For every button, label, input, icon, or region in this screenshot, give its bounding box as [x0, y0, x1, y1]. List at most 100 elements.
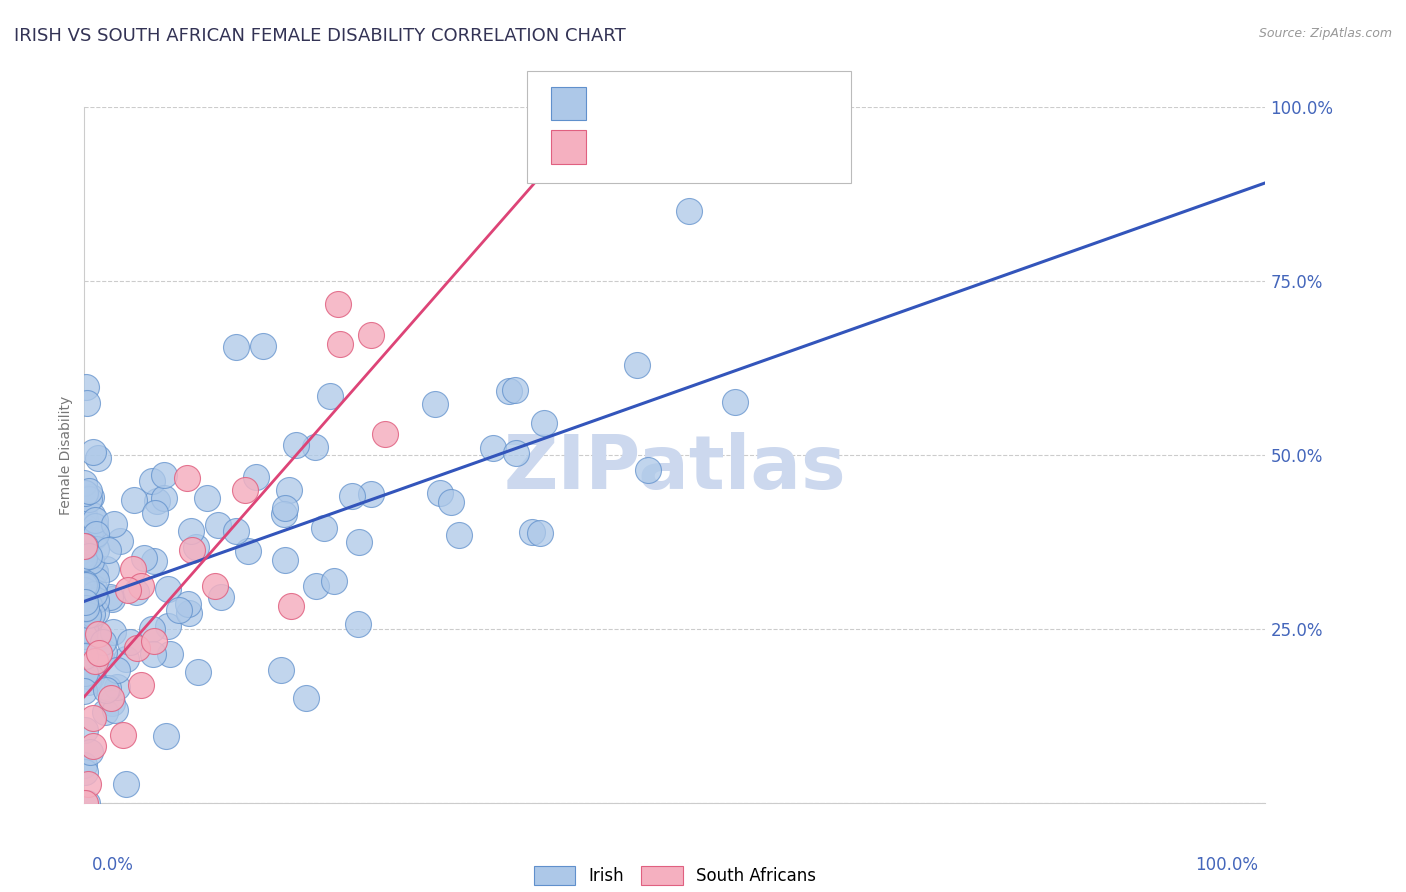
Point	[73, 476, 96, 491]
Point	[153, 467, 176, 482]
Point	[73, 629, 96, 643]
Point	[142, 647, 165, 661]
Point	[141, 474, 163, 488]
Point	[75, 796, 97, 810]
Text: ZIPatlas: ZIPatlas	[503, 433, 846, 506]
Point	[323, 574, 346, 588]
Point	[75, 632, 97, 647]
Point	[118, 635, 141, 649]
Point	[83, 587, 105, 601]
Point	[280, 599, 302, 613]
Text: 100.0%: 100.0%	[1195, 855, 1258, 873]
Point	[73, 602, 96, 616]
Point	[360, 487, 382, 501]
Point	[73, 530, 96, 544]
Point	[270, 663, 292, 677]
Point	[73, 758, 96, 772]
Point	[73, 578, 96, 592]
Point	[104, 703, 127, 717]
Point	[157, 582, 180, 597]
Point	[79, 745, 101, 759]
Point	[79, 599, 101, 613]
Point	[141, 622, 163, 636]
Point	[73, 539, 96, 553]
Point	[79, 612, 101, 626]
Point	[76, 608, 98, 623]
Point	[86, 631, 108, 645]
Point	[105, 663, 128, 677]
Point	[94, 705, 117, 719]
Point	[82, 445, 104, 459]
Point	[93, 645, 115, 659]
Point	[73, 485, 96, 500]
Point	[132, 551, 155, 566]
Point	[76, 796, 98, 810]
Point	[181, 542, 204, 557]
Point	[284, 438, 307, 452]
Text: Source: ZipAtlas.com: Source: ZipAtlas.com	[1258, 27, 1392, 40]
Point	[73, 559, 96, 574]
Text: 0.895: 0.895	[626, 138, 678, 156]
Point	[77, 613, 100, 627]
Point	[79, 526, 101, 541]
Point	[125, 585, 148, 599]
Point	[73, 723, 96, 738]
Point	[557, 155, 579, 169]
Point	[89, 647, 111, 661]
Point	[83, 581, 105, 595]
Point	[83, 519, 105, 533]
Point	[75, 601, 97, 615]
Point	[75, 553, 97, 567]
Point	[94, 682, 117, 697]
Point	[86, 527, 108, 541]
Point	[121, 562, 143, 576]
Point	[274, 501, 297, 516]
Point	[80, 607, 103, 622]
Point	[114, 652, 136, 666]
Point	[83, 565, 105, 579]
Point	[83, 530, 105, 544]
Point	[101, 696, 124, 710]
Point	[98, 591, 121, 605]
Point	[179, 606, 201, 620]
Point	[73, 582, 96, 597]
Text: 0.0%: 0.0%	[91, 855, 134, 873]
Point	[73, 507, 96, 521]
Point	[204, 580, 226, 594]
Point	[101, 624, 124, 639]
Point	[225, 340, 247, 354]
Point	[180, 524, 202, 538]
Point	[482, 441, 505, 455]
Point	[75, 624, 97, 639]
Point	[245, 470, 267, 484]
Point	[82, 711, 104, 725]
Point	[347, 535, 370, 549]
Point	[84, 573, 107, 587]
Point	[252, 339, 274, 353]
Point	[209, 590, 232, 604]
Point	[304, 440, 326, 454]
Y-axis label: Female Disability: Female Disability	[59, 395, 73, 515]
Point	[80, 508, 103, 523]
Point	[187, 665, 209, 680]
Text: R =: R =	[596, 95, 633, 112]
Point	[101, 592, 124, 607]
Point	[143, 506, 166, 520]
Point	[84, 593, 107, 607]
Point	[75, 549, 97, 563]
Point	[195, 491, 218, 505]
Point	[76, 674, 98, 689]
Point	[233, 483, 256, 497]
Point	[225, 524, 247, 538]
Text: 26: 26	[700, 138, 723, 156]
Point	[105, 680, 128, 694]
Point	[93, 634, 115, 648]
Point	[520, 525, 543, 540]
Text: 153: 153	[700, 95, 735, 112]
Point	[90, 651, 112, 665]
Point	[77, 491, 100, 506]
Point	[498, 384, 520, 398]
Legend: Irish, South Africans: Irish, South Africans	[534, 865, 815, 885]
Text: N =: N =	[672, 138, 709, 156]
Point	[143, 633, 166, 648]
